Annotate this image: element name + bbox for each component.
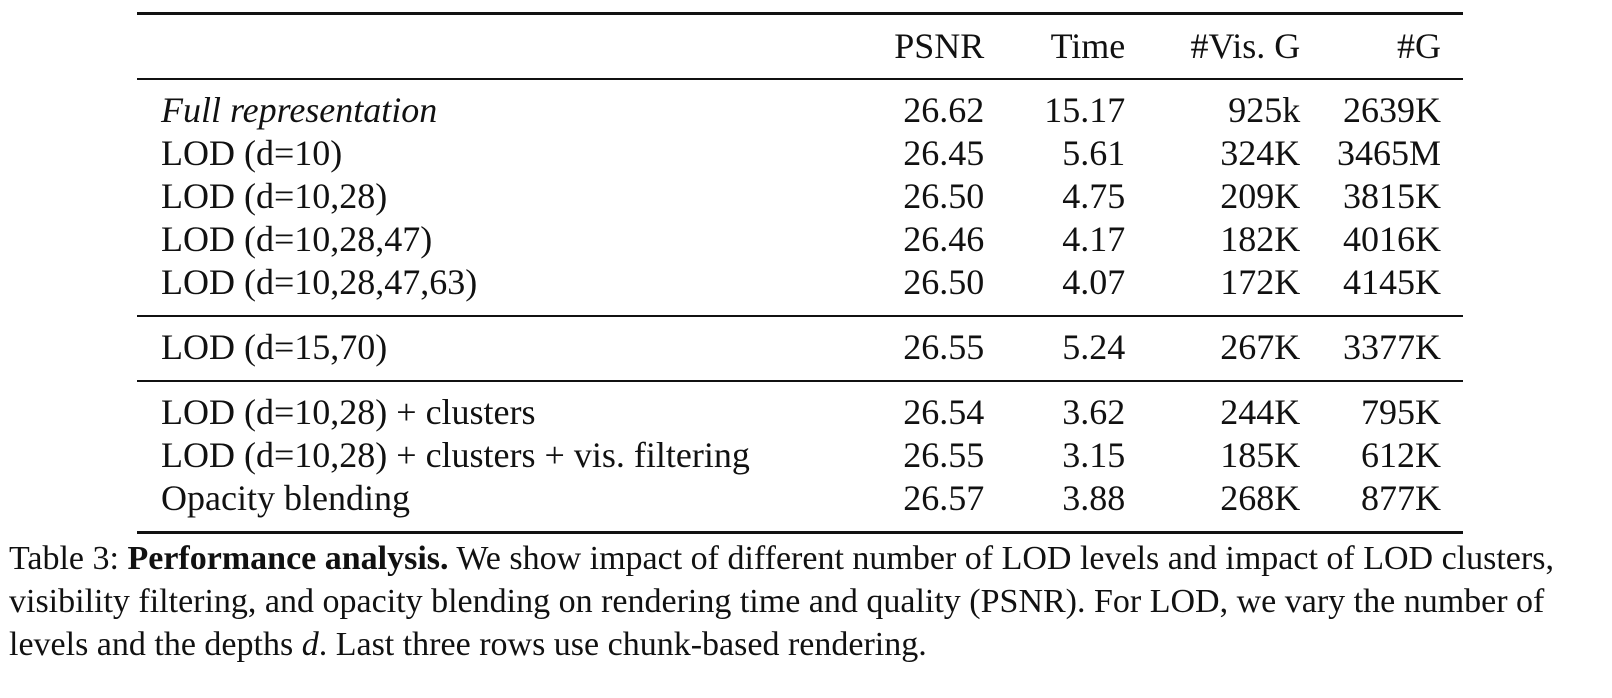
psnr-value: 26.46 (903, 219, 985, 259)
psnr-value: 26.57 (903, 478, 985, 518)
g-value: 3377K (1300, 315, 1463, 381)
row-label: Opacity blending (161, 478, 410, 518)
time-value: 5.61 (1062, 133, 1126, 173)
vis-g-value: 172K (1220, 262, 1301, 302)
table-header: PSNR Time #Vis. G #G (137, 13, 1463, 80)
time-value: 4.07 (1062, 262, 1126, 302)
table-group-1: Full representation 26.62 15.17 925k 2639K LO… (137, 79, 1463, 316)
table-row: LOD (d=10,28,47,63) 26.50 4.07 172K 4145K (137, 261, 1463, 316)
psnr-value: 26.54 (850, 380, 985, 434)
time-value: 5.24 (984, 315, 1126, 381)
performance-table: PSNR Time #Vis. G #G Full representation… (137, 12, 1463, 534)
table-row: LOD (d=10,28) + clusters + vis. filterin… (137, 434, 1463, 477)
table-row: LOD (d=15,70) 26.55 5.24 267K 3377K (137, 315, 1463, 381)
header-vis-g: #Vis. G (1125, 13, 1301, 80)
vis-g-value: 267K (1125, 315, 1301, 381)
caption-variable: d (301, 626, 319, 663)
time-value: 4.17 (1062, 219, 1126, 259)
vis-g-value: 185K (1220, 435, 1301, 475)
header-label (137, 13, 851, 80)
row-label: LOD (d=10,28) + clusters (137, 380, 851, 434)
time-value: 3.88 (1062, 478, 1126, 518)
table-group-3: LOD (d=10,28) + clusters 26.54 3.62 244K 795… (137, 380, 1463, 533)
row-label: LOD (d=10,28) (161, 176, 388, 216)
vis-g-value: 182K (1220, 219, 1301, 259)
psnr-value: 26.55 (903, 435, 985, 475)
g-value: 795K (1300, 380, 1463, 434)
header-row: PSNR Time #Vis. G #G (137, 13, 1463, 80)
table-row: Full representation 26.62 15.17 925k 2639K (137, 79, 1463, 132)
caption-prefix: Table 3: (9, 540, 128, 577)
table-row: LOD (d=10,28) 26.50 4.75 209K 3815K (137, 175, 1463, 218)
table-row: LOD (d=10) 26.45 5.61 324K 3465M (137, 132, 1463, 175)
psnr-value: 26.50 (903, 176, 985, 216)
table-row: LOD (d=10,28,47) 26.46 4.17 182K 4016K (137, 218, 1463, 261)
time-value: 4.75 (1062, 176, 1126, 216)
row-label: LOD (d=10,28,47) (161, 219, 433, 259)
caption-body-1: We show impact of different number of LO… (9, 540, 1554, 663)
table-group-2: LOD (d=15,70) 26.55 5.24 267K 3377K (137, 315, 1463, 381)
vis-g-value: 244K (1125, 380, 1301, 434)
vis-g-value: 268K (1220, 478, 1301, 518)
g-value: 3465M (1336, 133, 1441, 173)
psnr-value: 26.55 (850, 315, 985, 381)
row-label: LOD (d=10,28) + clusters + vis. filterin… (161, 435, 750, 475)
psnr-value: 26.45 (903, 133, 985, 173)
table-row: Opacity blending 26.57 3.88 268K 877K (137, 477, 1463, 533)
vis-g-value: 209K (1220, 176, 1301, 216)
g-value: 4145K (1343, 262, 1441, 302)
header-time: Time (984, 13, 1126, 80)
header-g: #G (1300, 13, 1463, 80)
g-value: 612K (1361, 435, 1441, 475)
row-label: Full representation (161, 90, 438, 130)
psnr-value: 26.50 (903, 262, 985, 302)
g-value: 877K (1361, 478, 1441, 518)
table-row: LOD (d=10,28) + clusters 26.54 3.62 244K 795… (137, 380, 1463, 434)
table-caption: Table 3: Performance analysis. We show i… (9, 537, 1609, 666)
time-value: 3.15 (1062, 435, 1126, 475)
results-table-container: PSNR Time #Vis. G #G Full representation… (137, 12, 1463, 534)
caption-body-2: . Last three rows use chunk-based render… (318, 626, 927, 663)
g-value: 4016K (1343, 219, 1441, 259)
vis-g-value: 925k (1228, 90, 1301, 130)
vis-g-value: 324K (1220, 133, 1301, 173)
row-label: LOD (d=10) (161, 133, 343, 173)
time-value: 15.17 (1044, 90, 1126, 130)
g-value: 2639K (1343, 90, 1441, 130)
caption-title: Performance analysis. (127, 540, 449, 577)
time-value: 3.62 (984, 380, 1126, 434)
g-value: 3815K (1343, 176, 1441, 216)
psnr-value: 26.62 (903, 90, 985, 130)
row-label: LOD (d=15,70) (137, 315, 851, 381)
header-psnr: PSNR (850, 13, 985, 80)
row-label: LOD (d=10,28,47,63) (161, 262, 478, 302)
